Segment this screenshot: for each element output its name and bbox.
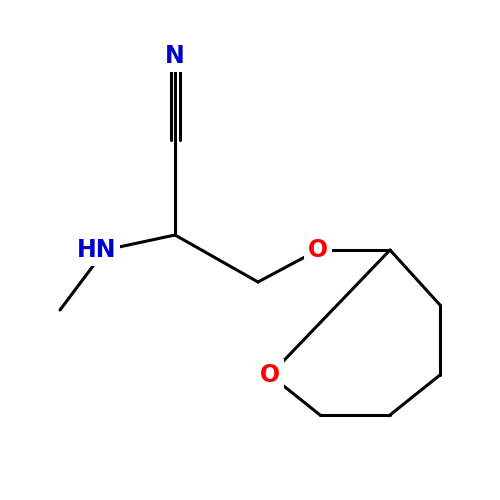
Text: O: O — [260, 363, 280, 387]
Text: N: N — [165, 44, 185, 68]
Text: HN: HN — [77, 238, 117, 262]
Text: O: O — [308, 238, 328, 262]
